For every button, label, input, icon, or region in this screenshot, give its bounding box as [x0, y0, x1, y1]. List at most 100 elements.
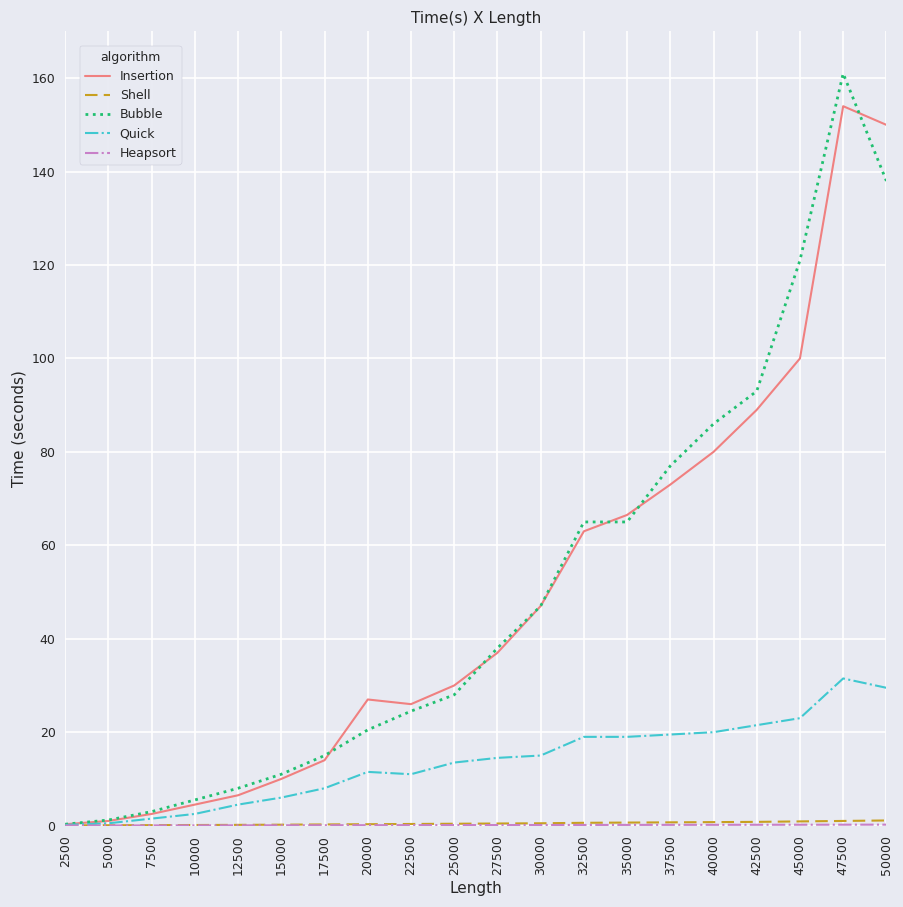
Heapsort [275, 820, 286, 831]
Insertion [190, 799, 200, 810]
Insertion [621, 510, 632, 521]
Insertion [491, 648, 502, 658]
Heapsort [621, 819, 632, 830]
Insertion [275, 774, 286, 785]
Heapsort [578, 820, 589, 831]
Insertion [319, 755, 330, 766]
Bubble [405, 706, 416, 717]
Bubble [837, 68, 848, 79]
Shell [232, 819, 243, 830]
Shell [275, 819, 286, 830]
Insertion [880, 120, 891, 131]
Insertion [362, 694, 373, 705]
Line: Shell: Shell [65, 821, 886, 825]
Quick [103, 818, 114, 829]
Bubble [664, 461, 675, 472]
Shell [491, 818, 502, 829]
Insertion [60, 819, 70, 830]
Quick [60, 819, 70, 830]
Bubble [448, 689, 459, 700]
Shell [750, 816, 761, 827]
Line: Insertion: Insertion [65, 106, 886, 824]
Heapsort [319, 820, 330, 831]
Shell [880, 815, 891, 826]
Line: Quick: Quick [65, 678, 886, 824]
Shell [621, 817, 632, 828]
Y-axis label: Time (seconds): Time (seconds) [11, 370, 26, 487]
Heapsort [707, 819, 718, 830]
Heapsort [103, 820, 114, 831]
Shell [578, 817, 589, 828]
Shell [448, 818, 459, 829]
Bubble [146, 806, 157, 817]
Heapsort [405, 820, 416, 831]
Shell [146, 820, 157, 831]
Insertion [707, 446, 718, 457]
Bubble [362, 725, 373, 736]
Quick [750, 720, 761, 731]
Shell [535, 818, 545, 829]
Insertion [405, 698, 416, 709]
Bubble [232, 783, 243, 794]
Heapsort [190, 820, 200, 831]
Quick [275, 792, 286, 803]
Bubble [707, 418, 718, 429]
Insertion [448, 680, 459, 691]
Quick [794, 713, 805, 724]
Shell [837, 815, 848, 826]
Insertion [578, 526, 589, 537]
Bubble [491, 643, 502, 654]
Insertion [750, 405, 761, 415]
Quick [621, 731, 632, 742]
Quick [146, 814, 157, 824]
Quick [448, 757, 459, 768]
Shell [362, 819, 373, 830]
Shell [664, 817, 675, 828]
Bubble [750, 385, 761, 396]
Heapsort [146, 820, 157, 831]
Bubble [275, 769, 286, 780]
Quick [491, 753, 502, 764]
Bubble [60, 819, 70, 830]
Heapsort [448, 820, 459, 831]
Heapsort [491, 820, 502, 831]
Quick [232, 799, 243, 810]
Shell [794, 816, 805, 827]
Bubble [103, 814, 114, 825]
Bubble [794, 255, 805, 266]
Insertion [794, 353, 805, 364]
Heapsort [535, 820, 545, 831]
X-axis label: Length: Length [449, 881, 502, 896]
Quick [707, 727, 718, 737]
Bubble [621, 516, 632, 527]
Line: Bubble: Bubble [65, 73, 886, 824]
Heapsort [362, 820, 373, 831]
Shell [190, 820, 200, 831]
Insertion [146, 808, 157, 819]
Heapsort [232, 820, 243, 831]
Insertion [232, 790, 243, 801]
Quick [578, 731, 589, 742]
Heapsort [794, 819, 805, 830]
Heapsort [880, 819, 891, 830]
Bubble [535, 600, 545, 611]
Quick [405, 769, 416, 780]
Shell [405, 818, 416, 829]
Title: Time(s) X Length: Time(s) X Length [410, 11, 540, 26]
Quick [664, 729, 675, 740]
Bubble [578, 516, 589, 527]
Quick [880, 682, 891, 693]
Shell [319, 819, 330, 830]
Quick [319, 783, 330, 794]
Heapsort [60, 820, 70, 831]
Insertion [837, 101, 848, 112]
Bubble [190, 795, 200, 805]
Heapsort [664, 819, 675, 830]
Quick [190, 808, 200, 819]
Shell [60, 820, 70, 831]
Bubble [319, 750, 330, 761]
Shell [707, 816, 718, 827]
Shell [103, 820, 114, 831]
Insertion [103, 815, 114, 826]
Insertion [535, 600, 545, 611]
